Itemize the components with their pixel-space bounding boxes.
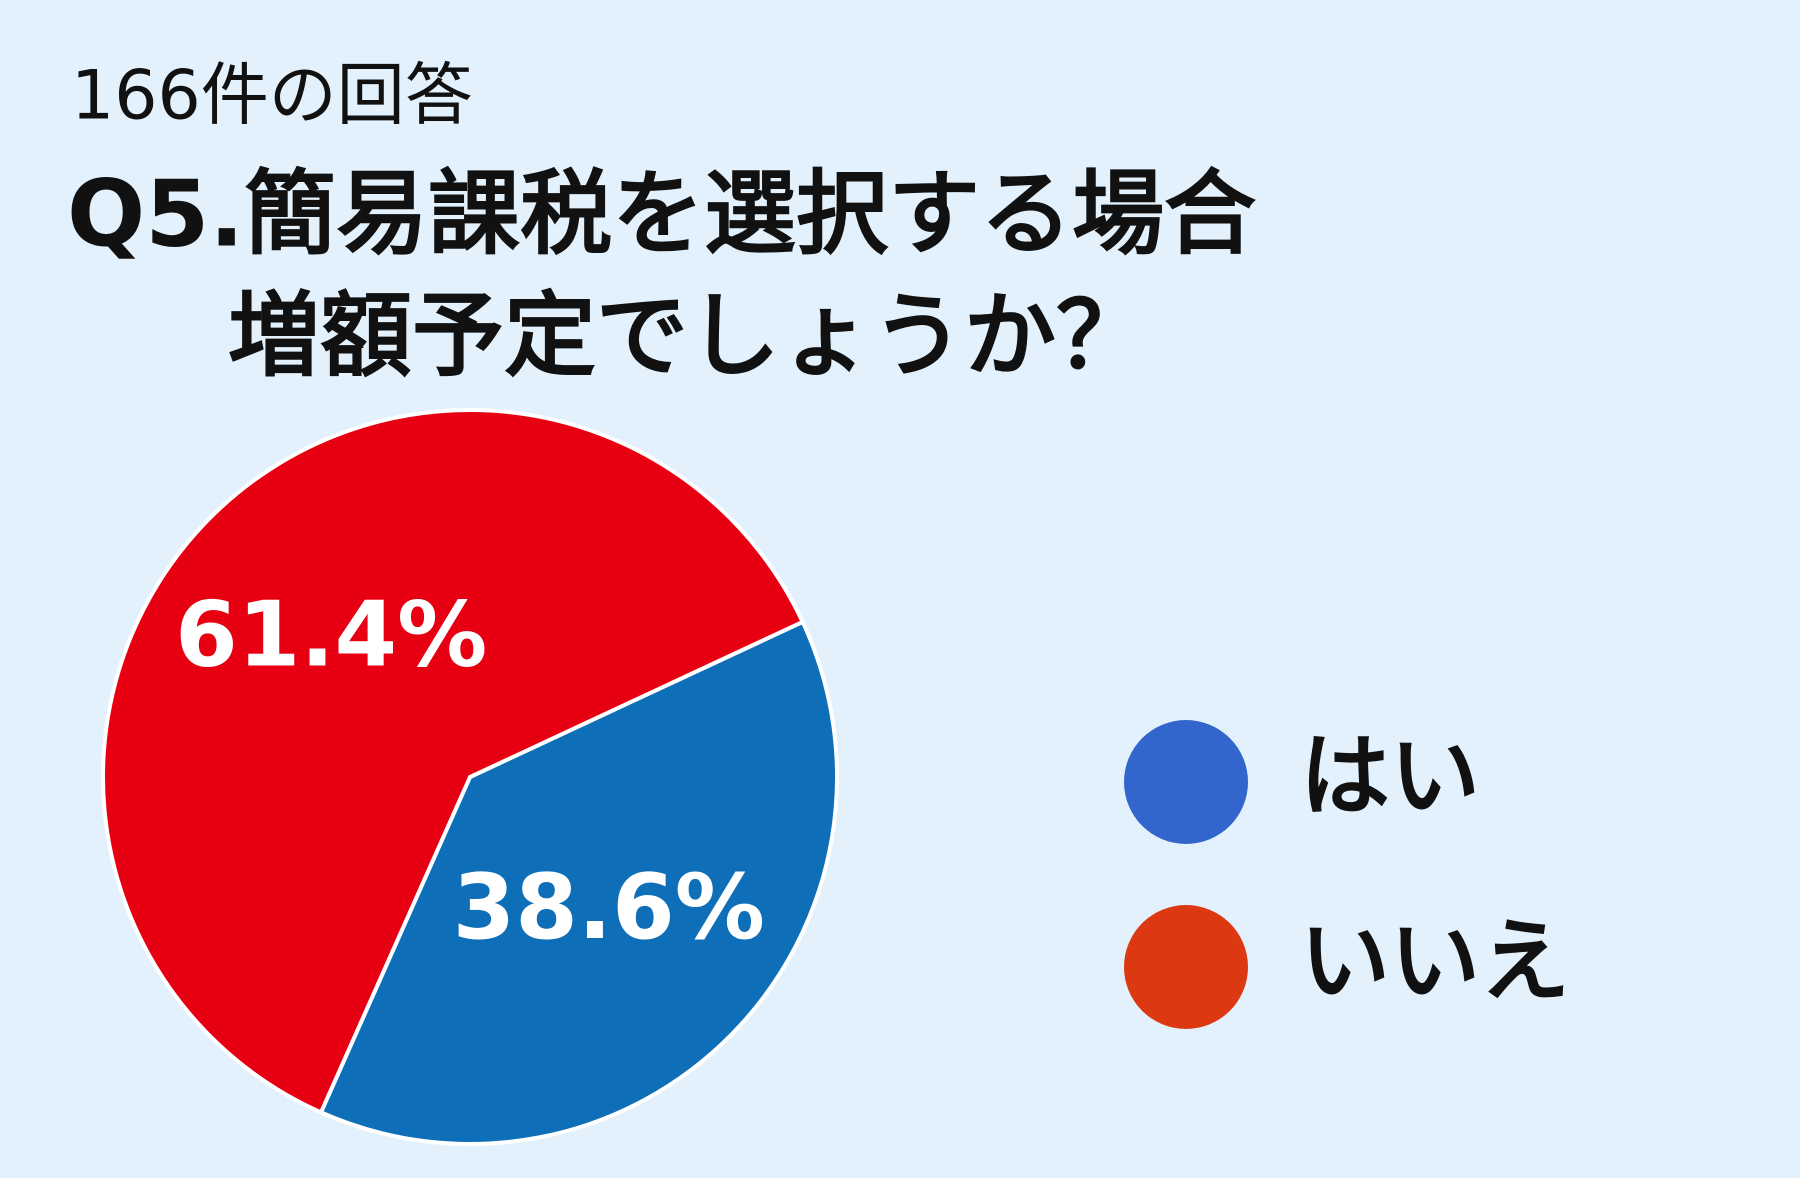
response-count: 166件の回答 (71, 57, 473, 136)
data-label: 38.6% (453, 855, 765, 960)
legend-label: いいえ (1300, 909, 1570, 1014)
chart-title: 増額予定でしょうか？ (228, 282, 1148, 389)
legend-marker (1124, 720, 1248, 844)
data-label: 61.4% (175, 583, 487, 688)
pie-slice (101, 408, 806, 1116)
legend-label: はい (1300, 724, 1480, 829)
chart-title: Q5.簡易課税を選択する場合 (67, 160, 1256, 267)
legend-marker (1124, 905, 1248, 1029)
pie-slice (318, 619, 840, 1146)
